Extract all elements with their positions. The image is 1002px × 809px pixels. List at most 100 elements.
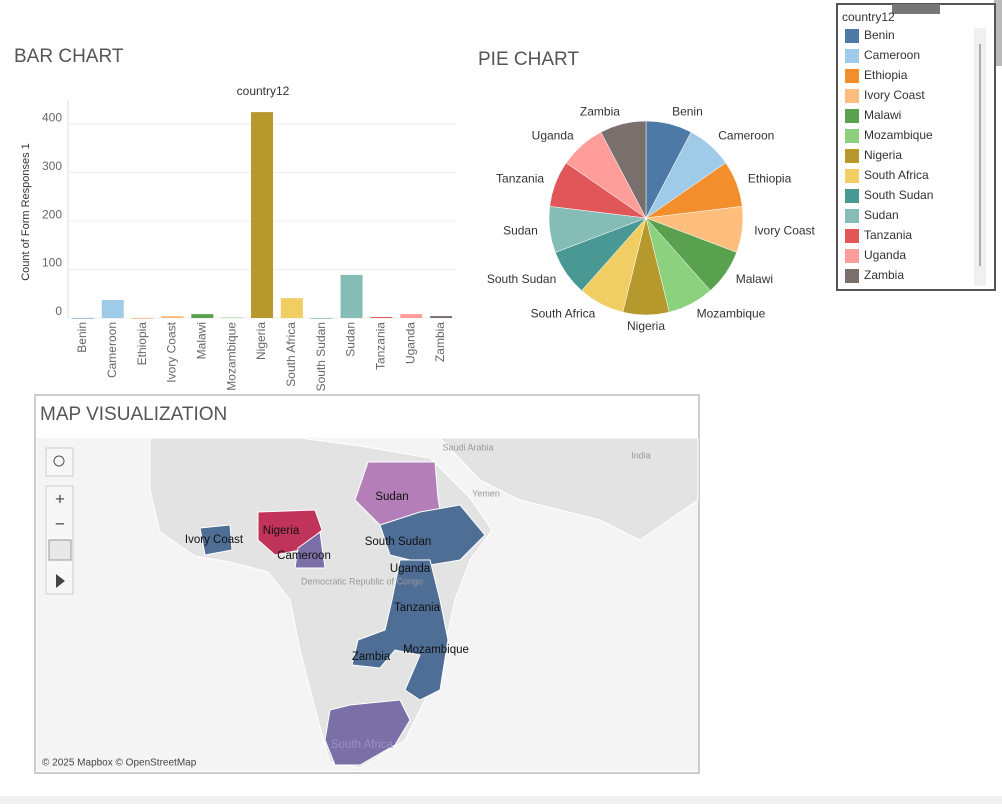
pie-label: Cameroon: [718, 129, 774, 143]
legend-entry: Sudan: [864, 208, 899, 222]
bar: [430, 316, 453, 318]
legend-box: [836, 3, 996, 291]
map-bg-label: Democratic Republic of Congo: [301, 576, 423, 586]
bar-title: BAR CHART: [14, 46, 124, 67]
pie-label: Ethiopia: [748, 172, 792, 186]
legend-swatch: [845, 29, 859, 43]
map-label: South Africa: [331, 739, 394, 751]
bar: [161, 316, 184, 318]
legend-swatch: [845, 169, 859, 183]
footer-bar: [0, 796, 1002, 804]
pie-label: Ivory Coast: [754, 223, 815, 237]
map-label: Mozambique: [403, 644, 469, 656]
search-button[interactable]: [45, 447, 74, 477]
legend-swatch: [845, 109, 859, 123]
legend-swatch: [845, 269, 859, 283]
legend-entry: Malawi: [864, 108, 901, 122]
x-tick-label: Ivory Coast: [165, 321, 179, 382]
map-bg-label: India: [631, 450, 651, 460]
legend-entry: Tanzania: [864, 228, 912, 242]
bar: [101, 300, 124, 318]
x-tick-label: Tanzania: [374, 322, 388, 370]
pie-title: PIE CHART: [478, 49, 579, 70]
bar-subtitle: country12: [237, 84, 290, 98]
map-bg-label: Saudi Arabia: [442, 442, 493, 452]
pin-button[interactable]: [48, 539, 72, 561]
country-shape[interactable]: [324, 699, 411, 766]
legend-entry: Mozambique: [864, 128, 933, 142]
pie-label: Sudan: [503, 223, 538, 237]
x-tick-label: South Africa: [284, 322, 298, 387]
x-tick-label: Ethiopia: [135, 322, 149, 366]
pie-label: Nigeria: [627, 319, 665, 333]
bar: [251, 112, 273, 318]
pie-label: Benin: [672, 104, 703, 118]
legend-entry: Ethiopia: [864, 68, 908, 82]
map-panel: MAP VISUALIZATION Saudi Arabia Yemen Ind…: [34, 394, 700, 774]
bar: [131, 318, 154, 319]
country-shape[interactable]: [294, 531, 326, 569]
pie-label: Tanzania: [496, 172, 544, 186]
bar: [71, 318, 94, 319]
zoom-out[interactable]: −: [55, 514, 65, 533]
country-shape[interactable]: [351, 559, 449, 701]
pie-label: Malawi: [736, 272, 773, 286]
zoom-in[interactable]: +: [55, 489, 65, 508]
bar: [310, 318, 333, 319]
scrollbar[interactable]: [994, 0, 1002, 66]
x-tick-label: Malawi: [194, 322, 208, 359]
legend-entry: Nigeria: [864, 148, 902, 162]
map-label: Cameroon: [277, 550, 331, 562]
x-tick-label: Benin: [75, 322, 89, 353]
y-tick-label: 400: [42, 110, 62, 124]
legend-swatch: [845, 49, 859, 63]
country-shape[interactable]: [379, 504, 486, 566]
legend-entry: South Africa: [864, 168, 929, 182]
x-tick-label: Uganda: [403, 322, 417, 364]
pie-label: Zambia: [580, 104, 620, 118]
bar: [340, 274, 363, 318]
legend-entry: Ivory Coast: [864, 88, 925, 102]
map-label: Zambia: [352, 651, 391, 663]
land: [438, 437, 699, 541]
map-label: Tanzania: [394, 602, 441, 614]
legend-entry: Cameroon: [864, 48, 920, 62]
map-label: Uganda: [390, 563, 431, 575]
y-axis-label: Count of Form Responses 1: [20, 143, 32, 281]
legend-handle[interactable]: [892, 4, 940, 14]
x-tick-label: Zambia: [433, 322, 447, 362]
y-tick-label: 0: [55, 304, 62, 318]
y-tick-label: 100: [42, 256, 62, 270]
x-tick-label: Nigeria: [254, 322, 268, 360]
pie-label: Mozambique: [697, 307, 766, 321]
bar: [400, 314, 423, 318]
map-label: Sudan: [375, 491, 408, 503]
x-tick-label: Sudan: [344, 322, 358, 357]
expand-button[interactable]: [56, 574, 65, 588]
country-shape[interactable]: [199, 524, 233, 556]
bar: [221, 317, 244, 319]
map-label: Ivory Coast: [185, 534, 244, 546]
pie-slice: [600, 120, 647, 219]
bar: [191, 314, 214, 318]
legend-entry: South Sudan: [864, 188, 933, 202]
legend-swatch: [845, 69, 859, 83]
pie-label: South Africa: [531, 307, 596, 321]
bar: [280, 298, 303, 318]
legend-swatch: [845, 229, 859, 243]
legend-title: country12: [842, 10, 895, 24]
legend-swatch: [845, 89, 859, 103]
legend-swatch: [845, 129, 859, 143]
x-tick-label: Mozambique: [224, 322, 238, 391]
bar: [370, 317, 393, 318]
legend-entry: Zambia: [864, 268, 904, 282]
x-tick-label: Cameroon: [105, 322, 119, 378]
legend-swatch: [845, 249, 859, 263]
search-icon: [53, 455, 65, 467]
map-label: Nigeria: [263, 525, 300, 537]
y-tick-label: 200: [42, 207, 62, 221]
legend-swatch: [845, 189, 859, 203]
legend-entry: Uganda: [864, 248, 906, 262]
pie-label: South Sudan: [487, 272, 556, 286]
